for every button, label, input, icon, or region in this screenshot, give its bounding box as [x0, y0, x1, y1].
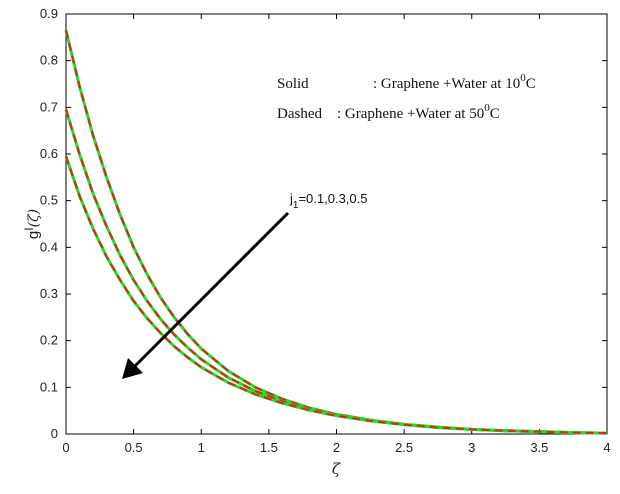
annotation-values: =0.1,0.3,0.5 [298, 191, 367, 206]
legend-dashed-text: Graphene +Water at 50 [345, 106, 484, 122]
annotation-arrowhead [122, 358, 143, 379]
legend: Solid : Graphene +Water at 100C Dashed :… [277, 72, 536, 122]
legend-dashed-sup: 0 [484, 102, 490, 114]
x-axis-label: ζ [332, 460, 341, 478]
annotation-arrow [129, 211, 290, 372]
annotation: j1=0.1,0.3,0.5 [122, 191, 367, 379]
plot-area [65, 13, 608, 435]
x-tick-label: 1 [198, 440, 205, 455]
y-tick-label: 0 [51, 426, 58, 441]
y-tick-label: 0.1 [40, 379, 58, 394]
y-axis-label: gI(ζ) [22, 209, 42, 239]
y-tick-label: 0.6 [40, 146, 58, 161]
annotation-base: j [289, 191, 293, 206]
y-tick-label: 0.7 [40, 99, 58, 114]
annotation-label: j1=0.1,0.3,0.5 [289, 191, 367, 211]
y-axis-label-sup: I [22, 227, 36, 230]
x-tick-label: 1.5 [260, 440, 278, 455]
y-tick-label: 0.9 [40, 6, 58, 21]
y-axis-label-main: g [25, 231, 42, 239]
legend-entry-solid: Solid : Graphene +Water at 100C [277, 72, 536, 92]
y-tick-label: 0.8 [40, 53, 58, 68]
legend-solid-sup: 0 [520, 72, 526, 84]
x-tick-label: 3.5 [530, 440, 548, 455]
legend-dashed-sep: : [337, 106, 345, 122]
x-tick-label: 0 [62, 440, 69, 455]
x-tick-label: 0.5 [125, 440, 143, 455]
legend-solid-style: Solid [277, 76, 309, 92]
svg-text:gI(ζ): gI(ζ) [22, 209, 42, 239]
x-tick-label: 2.5 [395, 440, 413, 455]
legend-solid-unit: C [526, 76, 536, 92]
annotation-sub: 1 [293, 200, 299, 211]
y-tick-label: 0.2 [40, 333, 58, 348]
y-tick-label: 0.3 [40, 286, 58, 301]
y-tick-label: 0.5 [40, 193, 58, 208]
series-line-dashed-3 [65, 156, 608, 435]
y-tick-label: 0.4 [40, 239, 58, 254]
x-tick-label: 2 [333, 440, 340, 455]
legend-dashed-unit: C [490, 106, 500, 122]
curves [64, 29, 608, 435]
x-tick-label: 4 [603, 440, 610, 455]
y-axis: 0 0.1 0.2 0.3 0.4 0.5 0.6 0.7 0.8 0.9 [40, 6, 607, 441]
legend-dashed-style: Dashed [277, 106, 322, 122]
legend-entry-dashed: Dashed : Graphene +Water at 500C [277, 102, 500, 122]
y-axis-label-arg: (ζ) [26, 209, 42, 228]
x-tick-label: 3 [468, 440, 475, 455]
legend-solid-sep: : [373, 76, 381, 92]
legend-solid-text: Graphene +Water at 10 [381, 76, 520, 92]
x-axis: 0 0.5 1 1.5 2 2.5 3 3.5 4 [62, 14, 611, 455]
